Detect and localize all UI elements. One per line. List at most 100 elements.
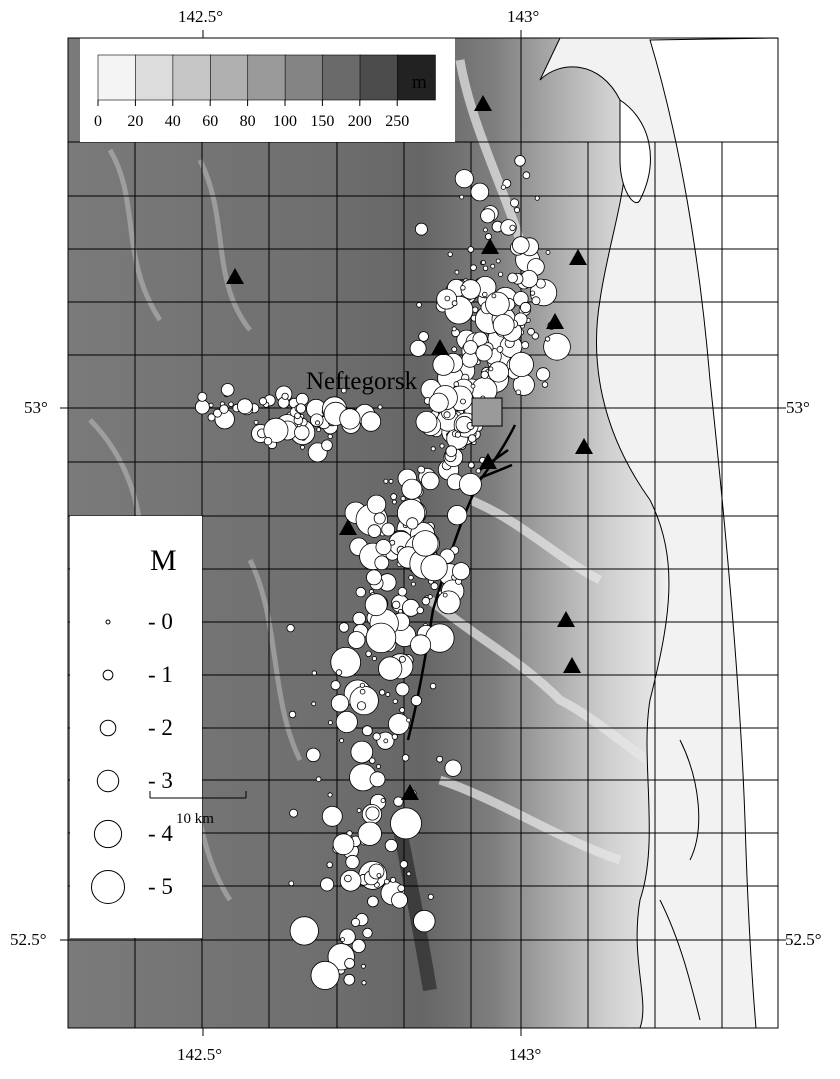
earthquake-circle (492, 313, 515, 336)
earthquake-circle (288, 710, 297, 719)
earthquake-circle (387, 713, 410, 735)
earthquake-circle (289, 916, 319, 946)
earthquake-circle (367, 524, 382, 538)
earthquake-circle (412, 530, 439, 557)
earthquake-circle (194, 399, 210, 415)
earthquake-circle (475, 344, 493, 362)
earthquake-circle (327, 792, 333, 798)
earthquake-circle (344, 958, 356, 969)
earthquake-circle (482, 291, 488, 298)
station-triangle (575, 438, 593, 454)
earthquake-circle (397, 587, 408, 597)
earthquake-circle (367, 895, 379, 908)
earthquake-circle (400, 495, 406, 502)
earthquake-circle (421, 596, 431, 606)
lat-label-left-53: 53° (24, 398, 48, 417)
earthquake-circle (480, 208, 496, 224)
earthquake-circle (470, 383, 476, 389)
station-triangle (431, 339, 449, 355)
earthquake-circle (536, 367, 551, 382)
earthquake-circle (495, 258, 501, 264)
earthquake-circle (294, 412, 301, 420)
earthquake-circle (294, 424, 310, 441)
scale-bar (149, 791, 247, 799)
earthquake-circle (416, 302, 422, 308)
lon-label-top-143: 143° (507, 7, 539, 26)
earthquake-circle (490, 263, 496, 269)
earthquake-circle (460, 398, 466, 405)
earthquake-circle (286, 624, 295, 633)
earthquake-circle (427, 594, 433, 600)
earthquake-circle (368, 863, 385, 880)
earthquake-circle (361, 980, 367, 986)
earthquake-circle (316, 427, 322, 433)
earthquake-circle (514, 155, 526, 167)
earthquake-circle (497, 271, 504, 277)
earthquake-circle (381, 522, 396, 537)
station-triangle (401, 784, 419, 800)
earthquake-circle (545, 249, 551, 255)
earthquake-circle (397, 884, 406, 893)
earthquake-circle (366, 569, 382, 586)
earthquake-circle (347, 631, 366, 649)
earthquake-circle (406, 517, 419, 530)
earthquake-circle (390, 807, 422, 840)
station-triangle (569, 249, 587, 265)
lon-label-top-1425: 142.5° (178, 7, 223, 26)
earthquake-circle (391, 733, 398, 740)
earthquake-circle (288, 880, 295, 887)
earthquake-circle (213, 408, 222, 418)
station-triangle (479, 453, 497, 469)
earthquake-circle (365, 622, 397, 654)
earthquake-circle (401, 478, 423, 500)
earthquake-circle (447, 251, 453, 257)
earthquake-circle (452, 562, 471, 581)
earthquake-circle (427, 893, 434, 900)
earthquake-circle (410, 634, 432, 656)
earthquake-circle (451, 300, 458, 307)
magnitude-legend-circle (105, 619, 111, 625)
lon-label-bottom-143: 143° (509, 1045, 541, 1064)
earthquake-circle (360, 963, 366, 969)
magnitude-legend-circle (99, 719, 117, 737)
earthquake-circle (356, 701, 367, 711)
earthquake-circle (330, 680, 341, 691)
earthquake-circle (470, 264, 477, 272)
earthquake-circle (315, 776, 322, 782)
lon-label-bottom-1425: 142.5° (177, 1045, 222, 1064)
earthquake-circle (369, 771, 386, 788)
elevation-swatch (209, 54, 249, 101)
lat-label-left-525: 52.5° (10, 930, 47, 949)
earthquake-circle (391, 891, 408, 909)
earthquake-circle (491, 293, 497, 299)
earthquake-circle (475, 468, 482, 474)
earthquake-circle (509, 224, 516, 232)
earthquake-circle (463, 340, 478, 355)
station-triangles (226, 95, 593, 800)
earthquake-circle (439, 443, 445, 449)
earthquake-circle (361, 725, 373, 737)
earthquake-circle (507, 272, 518, 284)
earthquake-circle (409, 339, 427, 357)
earthquake-circle (408, 574, 414, 581)
earthquake-circle (390, 876, 397, 883)
earthquake-circle (335, 669, 343, 676)
earthquake-circle (321, 805, 343, 827)
earthquake-circle (443, 411, 451, 419)
earthquake-circle (364, 593, 388, 617)
earthquake-circle (377, 404, 383, 410)
earthquake-circle (398, 655, 406, 663)
earthquake-circle (500, 184, 506, 190)
earthquake-circle (327, 720, 333, 725)
earthquake-circle (383, 738, 389, 744)
earthquake-circle (373, 512, 386, 525)
earthquake-circle (406, 871, 412, 877)
earthquake-circle (519, 301, 532, 314)
map-frame (67, 37, 779, 1029)
elevation-tick-label: 40 (165, 113, 181, 130)
earthquake-circle (482, 265, 489, 271)
earthquake-circle (311, 701, 317, 707)
earthquake-circle (335, 711, 358, 734)
magnitude-legend-label: - 1 (148, 662, 173, 687)
earthquake-circle (442, 592, 448, 598)
